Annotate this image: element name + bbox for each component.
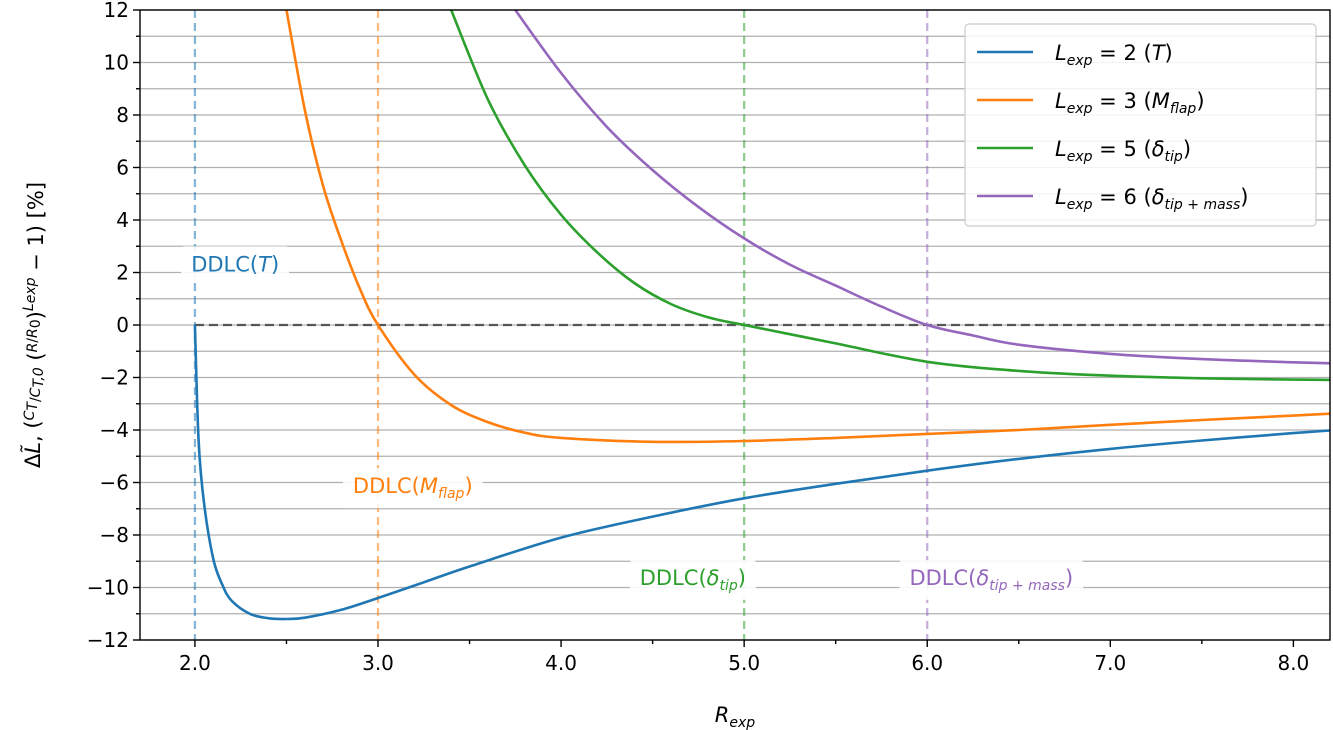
ddlc-label-bg bbox=[342, 468, 483, 509]
y-tick-label: 8 bbox=[116, 103, 129, 127]
x-axis-title: Rexp bbox=[715, 703, 755, 730]
legend-entry: Lexp = 2 (T) bbox=[977, 41, 1173, 69]
legend-label: Lexp = 5 (δtip) bbox=[1055, 137, 1191, 165]
y-tick-label: −4 bbox=[100, 418, 129, 442]
y-tick-label: −6 bbox=[100, 471, 129, 495]
y-tick-label: 10 bbox=[104, 51, 129, 75]
x-tick-label: 8.0 bbox=[1277, 651, 1309, 675]
y-tick-label: 4 bbox=[116, 208, 129, 232]
series-lines bbox=[193, 10, 1330, 621]
ddlc-label: DDLC(δtip + mass) bbox=[899, 560, 1084, 600]
y-axis-title: ΔL̃, (CT/CT,0 (R/R0)Lexp − 1) [%] bbox=[20, 182, 48, 468]
series-line-L2 bbox=[193, 324, 1330, 621]
legend-entry: Lexp = 3 (Mflap) bbox=[977, 89, 1205, 117]
legend: Lexp = 2 (T) Lexp = 3 (Mflap) Lexp = 5 (δt… bbox=[964, 23, 1317, 227]
y-tick-label: 2 bbox=[116, 261, 129, 285]
ddlc-label: DDLC(T) bbox=[181, 246, 290, 283]
y-tick-label: −10 bbox=[87, 576, 129, 600]
svg-text:ΔL̃, (CT/CT,0 (R/R0)Lexp − 1): ΔL̃, (CT/CT,0 (R/R0)Lexp − 1) [%] bbox=[20, 182, 48, 468]
ddlc-label-bg bbox=[629, 560, 757, 600]
y-tick-label: 6 bbox=[116, 156, 129, 180]
y-tick-label: −12 bbox=[87, 628, 129, 652]
ddlc-label-bg bbox=[899, 560, 1084, 600]
legend-label: Lexp = 6 (δtip + mass) bbox=[1055, 185, 1248, 213]
ddlc-label: DDLC(δtip) bbox=[629, 560, 757, 600]
x-tick-label: 3.0 bbox=[362, 651, 394, 675]
ddlc-label-text: DDLC(δtip) bbox=[640, 566, 746, 594]
series-line-L6 bbox=[514, 10, 1330, 365]
series-line-L3 bbox=[285, 10, 1330, 444]
legend-label: Lexp = 2 (T) bbox=[1055, 41, 1173, 69]
series-line-L5 bbox=[449, 10, 1330, 382]
y-tick-label: −8 bbox=[100, 523, 129, 547]
x-tick-label: 5.0 bbox=[728, 651, 760, 675]
y-tick-label: −2 bbox=[100, 366, 129, 390]
legend-entry: Lexp = 5 (δtip) bbox=[977, 137, 1191, 165]
legend-label: Lexp = 3 (Mflap) bbox=[1055, 89, 1205, 117]
legend-entry: Lexp = 6 (δtip + mass) bbox=[977, 185, 1248, 213]
ddlc-label: DDLC(Mflap) bbox=[342, 468, 483, 509]
ddlc-label-text: DDLC(δtip + mass) bbox=[909, 566, 1073, 594]
y-tick-label: 0 bbox=[116, 313, 129, 337]
ddlc-label-text: DDLC(Mflap) bbox=[353, 474, 473, 502]
x-tick-label: 2.0 bbox=[179, 651, 211, 675]
x-ticks: 2.0 3.0 4.0 5.0 6.0 7.0 8.0 bbox=[179, 640, 1309, 675]
ddlc-labels: DDLC(T) DDLC(Mflap) DDLC(δtip) DDLC(δtip + … bbox=[181, 246, 1084, 600]
y-tick-label: 12 bbox=[104, 0, 129, 22]
x-tick-label: 6.0 bbox=[911, 651, 943, 675]
ddlc-label-bg bbox=[181, 246, 290, 283]
x-tick-label: 7.0 bbox=[1094, 651, 1126, 675]
y-ticks: −12 −10 −8 −6 −4 −2 0 2 4 6 8 10 12 bbox=[87, 0, 140, 652]
x-tick-label: 4.0 bbox=[545, 651, 577, 675]
ddlc-label-text: DDLC(T) bbox=[191, 252, 279, 276]
legend-box bbox=[964, 23, 1317, 227]
